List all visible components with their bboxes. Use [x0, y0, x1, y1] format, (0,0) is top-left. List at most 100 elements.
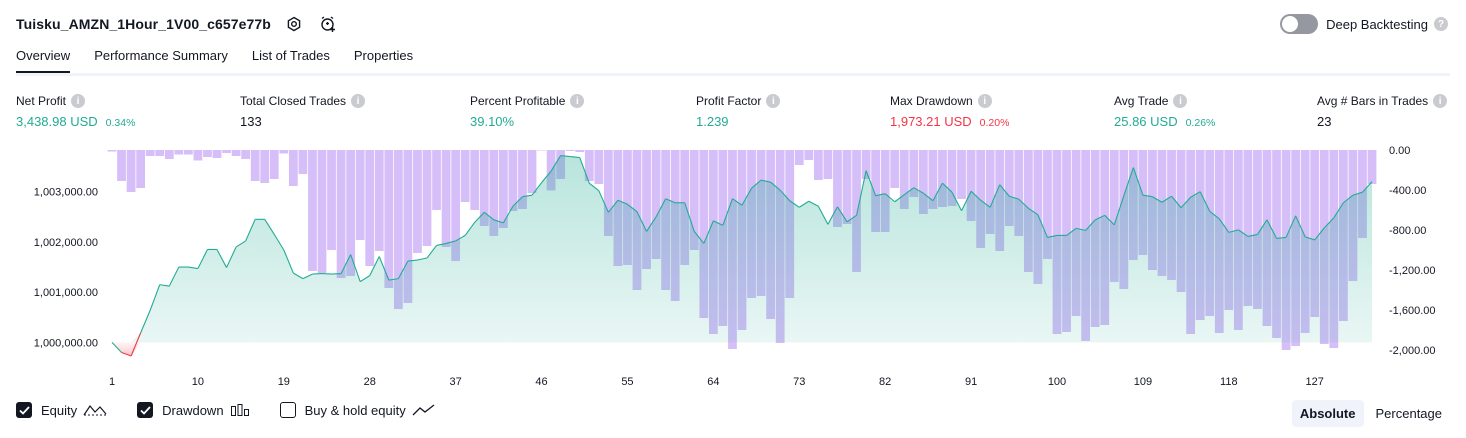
equity-line-segment	[1247, 233, 1258, 237]
metric-percent: 0.34%	[105, 117, 136, 129]
drawdown-bar	[336, 150, 346, 278]
buy-hold-checkbox[interactable]	[279, 402, 296, 418]
info-icon[interactable]: i	[977, 94, 992, 108]
metric-value: 23	[1317, 114, 1332, 129]
equity-line-segment	[751, 179, 762, 189]
info-icon[interactable]: i	[1433, 94, 1448, 108]
drawdown-bar	[231, 150, 241, 156]
drawdown-bar	[174, 150, 184, 155]
equity-line-segment	[1314, 227, 1325, 241]
legend-buy-hold[interactable]: Buy & hold equity	[279, 402, 436, 418]
equity-line-segment	[627, 203, 638, 213]
drawdown-bar	[966, 150, 976, 221]
equity-line-segment	[474, 211, 485, 223]
metric-net-profit: Net Profit i 3,438.98 USD 0.34%	[16, 93, 135, 129]
x-tick-label: 19	[278, 376, 290, 388]
equity-line-icon	[83, 403, 107, 417]
equity-line-segment	[942, 182, 953, 193]
tab-list-of-trades[interactable]: List of Trades	[251, 48, 330, 63]
drawdown-bar	[470, 150, 480, 210]
equity-line-segment	[875, 193, 886, 197]
absolute-button[interactable]: Absolute	[1291, 400, 1364, 427]
equity-line-segment	[455, 234, 466, 242]
equity-line-segment	[1094, 214, 1105, 221]
drawdown-bar	[317, 150, 327, 273]
drawdown-bar	[651, 150, 661, 259]
drawdown-bar	[355, 150, 365, 240]
drawdown-bar	[241, 150, 251, 159]
tab-performance-summary[interactable]: Performance Summary	[94, 48, 228, 63]
tab-overview[interactable]: Overview	[16, 48, 71, 73]
equity-line-segment	[407, 259, 418, 262]
buy-hold-line-icon	[412, 403, 436, 417]
drawdown-bar	[985, 150, 995, 234]
drawdown-bar	[909, 150, 919, 197]
deep-backtesting: Deep Backtesting ?	[1280, 12, 1448, 36]
equity-line-segment	[197, 249, 208, 269]
y-right-tick-label: -2,000.00	[1389, 345, 1435, 357]
equity-line-segment	[264, 219, 275, 235]
equity-line-segment	[531, 182, 542, 196]
equity-line-segment	[1113, 195, 1125, 226]
drawdown-bar	[479, 150, 489, 226]
equity-line-segment	[865, 170, 877, 196]
equity-line-segment	[359, 275, 371, 283]
info-icon[interactable]: i	[766, 94, 781, 108]
info-icon[interactable]: i	[351, 94, 366, 108]
settings-icon[interactable]	[283, 13, 305, 35]
display-mode-switch: Absolute Percentage	[1288, 400, 1450, 427]
equity-line-segment	[713, 220, 724, 226]
legend-equity-label: Equity	[41, 402, 78, 418]
equity-line-segment	[1180, 196, 1192, 209]
y-left-tick-label: 1,000,000.00	[34, 337, 98, 349]
drawdown-bar	[288, 150, 298, 186]
drawdown-bar	[584, 150, 594, 181]
drawdown-bar	[537, 150, 546, 151]
drawdown-bar	[441, 150, 451, 247]
percentage-button[interactable]: Percentage	[1375, 406, 1443, 421]
metric-value: 39.10%	[470, 114, 515, 129]
equity-line-segment	[168, 266, 180, 287]
equity-line-segment	[1295, 215, 1306, 238]
metric-label: Avg # Bars in Trades	[1317, 94, 1429, 108]
equity-line-segment	[483, 211, 495, 221]
legend-equity[interactable]: Equity	[16, 402, 107, 418]
y-right-tick-label: -1,600.00	[1389, 305, 1435, 317]
drawdown-checkbox[interactable]	[137, 402, 154, 418]
drawdown-bar	[422, 150, 432, 246]
y-right-tick-label: 0.00	[1389, 145, 1410, 157]
drawdown-bar	[308, 150, 317, 271]
help-icon[interactable]: ?	[1434, 17, 1448, 31]
drawdown-bar	[1243, 150, 1253, 306]
x-tick-label: 37	[450, 376, 462, 388]
equity-line-segment	[445, 240, 456, 244]
legend-drawdown[interactable]: Drawdown	[137, 402, 249, 418]
add-alert-icon[interactable]	[317, 13, 339, 35]
info-icon[interactable]: i	[1173, 94, 1188, 108]
info-icon[interactable]: i	[570, 94, 585, 108]
drawdown-bar	[871, 150, 881, 232]
drawdown-bar	[508, 150, 518, 211]
y-right-tick-label: -1,200.00	[1389, 265, 1435, 277]
equity-checkbox[interactable]	[16, 402, 32, 418]
deep-backtesting-toggle[interactable]	[1280, 14, 1319, 34]
drawdown-bar	[413, 150, 422, 253]
equity-chart[interactable]: 1 10 19 28 37 46 55 64 73 82 91 100 109 118 127 1,000,0…	[0, 140, 1466, 395]
x-tick-label: 109	[1134, 376, 1152, 388]
tab-properties[interactable]: Properties	[353, 48, 414, 63]
equity-line-segment	[970, 190, 982, 201]
equity-line-segment	[378, 256, 390, 281]
equity-line-segment	[989, 184, 1001, 208]
info-icon[interactable]: i	[71, 94, 86, 108]
drawdown-bar	[575, 150, 585, 152]
metric-max-drawdown: Max Drawdown i 1,973.21 USD 0.20%	[890, 93, 1009, 129]
drawdown-bar	[957, 150, 966, 199]
equity-line-segment	[1218, 218, 1230, 233]
equity-line-segment	[1123, 167, 1134, 196]
equity-line-segment	[1085, 219, 1096, 231]
drawdown-bar	[269, 150, 279, 179]
equity-line-segment	[884, 193, 896, 203]
equity-line-segment	[636, 211, 648, 232]
equity-line	[111, 154, 1373, 357]
equity-line-segment	[961, 190, 972, 212]
